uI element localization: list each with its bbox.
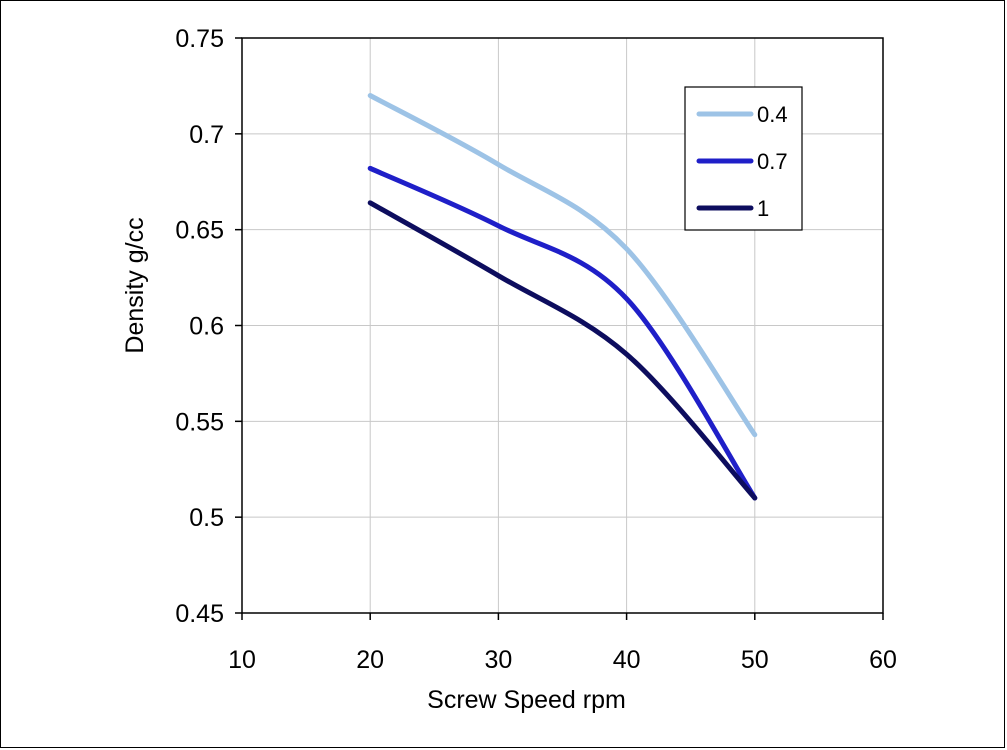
y-axis-ticks: 0.45 0.5 0.55 0.6 0.65 0.7 0.75 [175,25,242,628]
legend: 0.4 0.7 1 [684,86,803,231]
legend-entry-label: 0.4 [757,102,788,127]
legend-entry-label: 1 [757,196,769,221]
x-tick-label: 60 [869,646,897,674]
y-tick-label: 0.5 [189,504,224,532]
y-axis-label: Density g/cc [121,217,149,353]
y-tick-label: 0.75 [175,25,224,53]
series-lines [367,93,758,501]
series-line-0.7 [367,165,758,501]
y-tick-label: 0.55 [175,408,224,436]
x-tick-label: 10 [228,646,256,674]
y-tick-label: 0.6 [189,313,224,341]
x-axis-ticks: 10 20 30 40 50 60 [228,613,897,674]
series-line-0.4 [367,93,758,438]
y-tick-label: 0.7 [189,121,224,149]
y-tick-label: 0.65 [175,217,224,245]
x-tick-label: 30 [484,646,512,674]
legend-entry-label: 0.7 [757,149,788,174]
x-tick-label: 20 [356,646,384,674]
x-tick-label: 40 [613,646,641,674]
series-line-1 [367,200,758,501]
x-axis-label: Screw Speed rpm [427,686,626,714]
x-tick-label: 50 [741,646,769,674]
y-tick-label: 0.45 [175,600,224,628]
